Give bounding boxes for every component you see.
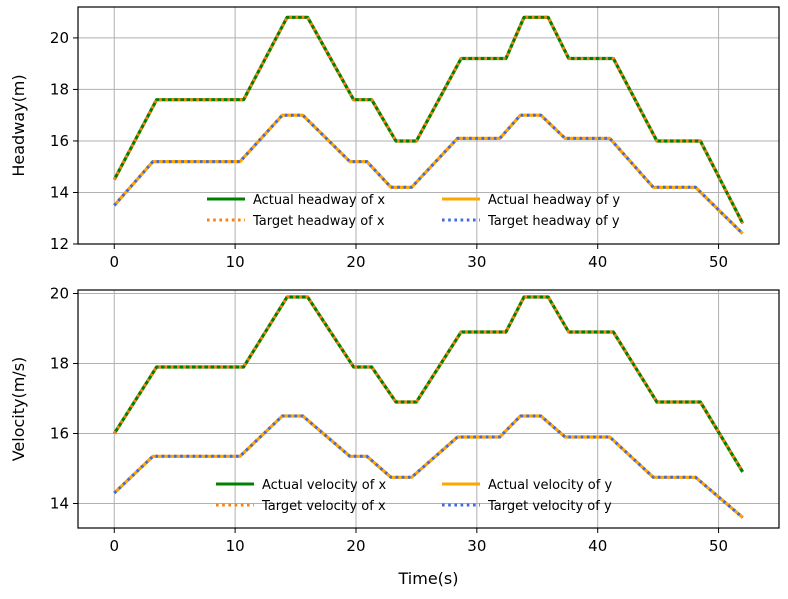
x-tick-label: 20 xyxy=(346,253,365,271)
legend-label: Target headway of x xyxy=(252,214,385,229)
x-tick-label: 20 xyxy=(346,537,365,555)
y-tick-label: 18 xyxy=(50,80,69,98)
legend-label: Actual velocity of x xyxy=(262,478,386,493)
series-line-3 xyxy=(113,414,744,519)
axes-frame xyxy=(77,6,780,245)
series-line-2 xyxy=(113,295,744,473)
y-tick-label: 16 xyxy=(50,132,69,150)
x-tick-label: 30 xyxy=(467,537,486,555)
y-tick-label: 14 xyxy=(50,183,69,201)
x-tick-label: 30 xyxy=(467,253,486,271)
legend: Actual velocity of x Target velocity of x… xyxy=(216,478,612,514)
legend-label: Actual headway of x xyxy=(253,193,385,208)
y-tick-label: 12 xyxy=(50,235,69,253)
y-tick-label: 20 xyxy=(50,285,69,303)
x-tick-label: 50 xyxy=(709,537,728,555)
x-tick-label: 10 xyxy=(226,253,245,271)
axes-frame xyxy=(77,289,780,529)
x-tick-label: 40 xyxy=(588,537,607,555)
series-line-3 xyxy=(113,113,744,235)
legend: Actual headway of x Target headway of x Ac… xyxy=(207,193,620,229)
legend-label: Actual headway of y xyxy=(488,193,620,208)
chart-panel-2: 0 10 20 30 40 50 14 16 18 20 Velocity(m/s) Time(s) A… xyxy=(9,285,780,588)
x-tick-label: 50 xyxy=(709,253,728,271)
series-line-4 xyxy=(113,113,744,235)
y-tick-label: 14 xyxy=(50,495,69,513)
series-line-4 xyxy=(113,414,744,519)
y-axis-label: Velocity(m/s) xyxy=(9,357,28,462)
x-tick-label: 40 xyxy=(588,253,607,271)
series-line-1 xyxy=(112,295,745,473)
y-axis-label: Headway(m) xyxy=(9,74,28,176)
legend-label: Target headway of y xyxy=(487,214,620,229)
x-axis-label: Time(s) xyxy=(398,569,459,588)
y-tick-label: 16 xyxy=(50,425,69,443)
legend-label: Actual velocity of y xyxy=(488,478,612,493)
x-tick-label: 0 xyxy=(109,537,119,555)
y-tick-label: 18 xyxy=(50,355,69,373)
legend-label: Target velocity of x xyxy=(261,499,386,514)
y-tick-label: 20 xyxy=(50,29,69,47)
chart-panel-1: 0 10 20 30 40 50 12 14 16 18 20 Headway(m) Actual he… xyxy=(9,6,780,271)
x-tick-label: 0 xyxy=(109,253,119,271)
x-tick-label: 10 xyxy=(226,537,245,555)
series-line-2 xyxy=(112,15,745,225)
legend-label: Target velocity of y xyxy=(487,499,612,514)
